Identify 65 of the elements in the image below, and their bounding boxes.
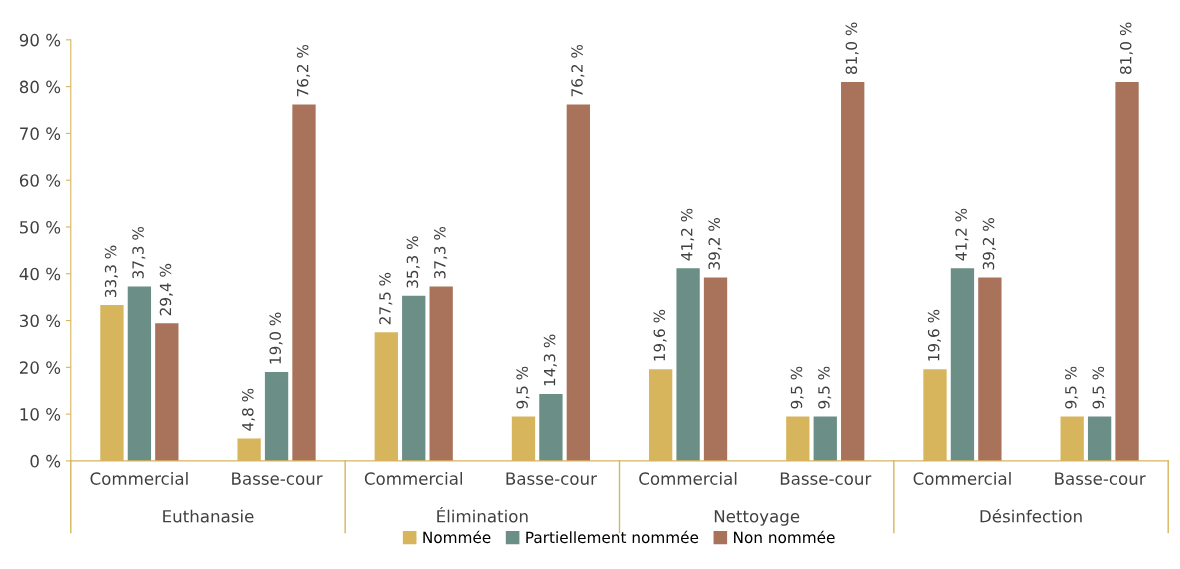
text: Désinfection — [980, 509, 1082, 523]
x-tick-label: Commercial — [913, 472, 1011, 485]
data-label: 19,6 % — [927, 309, 941, 361]
bar — [539, 393, 563, 461]
data-label: 19,6 % — [653, 309, 667, 361]
bar — [1115, 81, 1139, 461]
data-label: 76,2 % — [296, 44, 310, 97]
data-label: 19,0 % — [269, 312, 283, 364]
x-tick-label: Commercial — [90, 472, 188, 485]
y-tick-label: 30 % — [20, 314, 61, 328]
text: Élimination — [437, 506, 528, 523]
x-tick-label: Commercial — [639, 472, 737, 485]
bar — [155, 323, 179, 461]
data-label: 27,5 % — [379, 272, 393, 325]
data-label: 9,5 % — [1092, 366, 1106, 409]
y-tick-label: 50 % — [20, 220, 61, 234]
x-tick-label: Basse-cour — [1055, 472, 1146, 485]
y-tick-label: 10 % — [20, 408, 61, 421]
data-label: 9,5 % — [516, 366, 530, 409]
data-label: 39,2 % — [708, 218, 722, 270]
x-tick-label: Basse-cour — [506, 472, 597, 485]
bar — [813, 416, 837, 461]
bar — [566, 104, 591, 461]
bar — [429, 286, 453, 461]
x-tick-label: Basse-cour — [232, 472, 323, 485]
bar — [402, 295, 426, 461]
y-tick-label: 90 % — [19, 33, 61, 47]
data-label: 76,2 % — [571, 44, 585, 97]
data-label: 37,3 % — [132, 226, 146, 279]
data-label: 41,2 % — [680, 208, 695, 261]
y-tick-label: 40 % — [19, 267, 61, 281]
legend-label: Non nommée — [734, 530, 835, 544]
x-tick-label: Basse-cour — [780, 472, 872, 485]
data-label: 37,3 % — [434, 226, 448, 279]
bar — [127, 286, 152, 461]
data-label: 81,0 % — [845, 22, 859, 74]
bar — [841, 81, 865, 461]
data-label: 35,3 % — [406, 236, 420, 288]
data-label: 4,8 % — [242, 388, 256, 431]
bar — [950, 268, 975, 461]
legend-label: Partiellement nommée — [526, 530, 699, 544]
data-label: 81,0 % — [1119, 22, 1134, 74]
y-tick-label: 70 % — [20, 127, 61, 140]
y-tick-label: 80 % — [19, 80, 61, 94]
data-label: 9,5 % — [1065, 366, 1079, 409]
legend-label: Nommée — [423, 530, 491, 544]
data-label: 9,5 % — [790, 366, 804, 409]
data-label: 41,2 % — [955, 208, 969, 261]
bar — [978, 277, 1002, 461]
y-tick-label: 0 % — [30, 454, 61, 468]
x-tick-label: Commercial — [364, 472, 463, 485]
data-label: 29,4 % — [159, 263, 173, 316]
y-tick-label: 60 % — [19, 174, 61, 187]
bar — [676, 268, 700, 461]
bar — [1087, 416, 1112, 461]
data-label: 33,3 % — [104, 245, 118, 297]
text: Nettoyage — [714, 510, 800, 526]
text: Euthanasie — [163, 509, 254, 523]
data-label: 39,2 % — [982, 218, 996, 270]
bar — [264, 372, 289, 461]
data-label: 9,5 % — [818, 366, 832, 409]
data-label: 14,3 % — [543, 334, 557, 386]
bar — [292, 104, 316, 461]
bar — [703, 277, 728, 461]
y-tick-label: 20 % — [19, 361, 61, 374]
